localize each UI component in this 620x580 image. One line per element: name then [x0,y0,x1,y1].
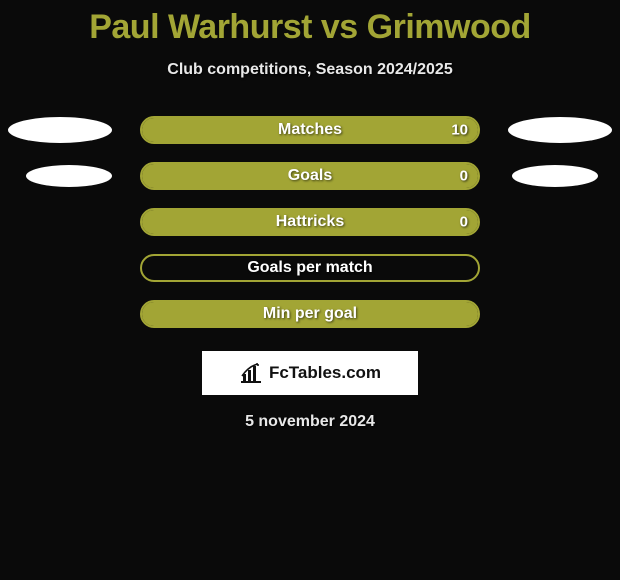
stat-label: Hattricks [142,213,478,231]
right-oval-icon [512,165,598,187]
bar-chart-icon [239,362,263,384]
stat-bar: Goals per match [140,254,480,282]
stat-bar: Goals 0 [140,162,480,190]
stat-bar: Matches 10 [140,116,480,144]
stat-row: Hattricks 0 [0,199,620,245]
right-oval-icon [508,117,612,143]
source-logo: FcTables.com [202,351,418,395]
page-title: Paul Warhurst vs Grimwood [0,0,620,47]
stat-row: Goals per match [0,245,620,291]
left-oval-icon [8,117,112,143]
stat-label: Min per goal [142,305,478,323]
stat-row: Min per goal [0,291,620,337]
stat-row: Matches 10 [0,107,620,153]
stat-value: 10 [451,122,468,139]
stat-label: Goals [142,167,478,185]
stats-chart: Matches 10 Goals 0 Hattricks 0 Goals per… [0,107,620,337]
stat-value: 0 [460,168,468,185]
left-oval-icon [26,165,112,187]
page-subtitle: Club competitions, Season 2024/2025 [0,61,620,79]
stat-row: Goals 0 [0,153,620,199]
stat-value: 0 [460,214,468,231]
stat-bar: Min per goal [140,300,480,328]
stat-label: Matches [142,121,478,139]
stat-label: Goals per match [142,259,478,277]
stat-bar: Hattricks 0 [140,208,480,236]
footer-date: 5 november 2024 [0,413,620,431]
logo-text: FcTables.com [269,363,381,383]
